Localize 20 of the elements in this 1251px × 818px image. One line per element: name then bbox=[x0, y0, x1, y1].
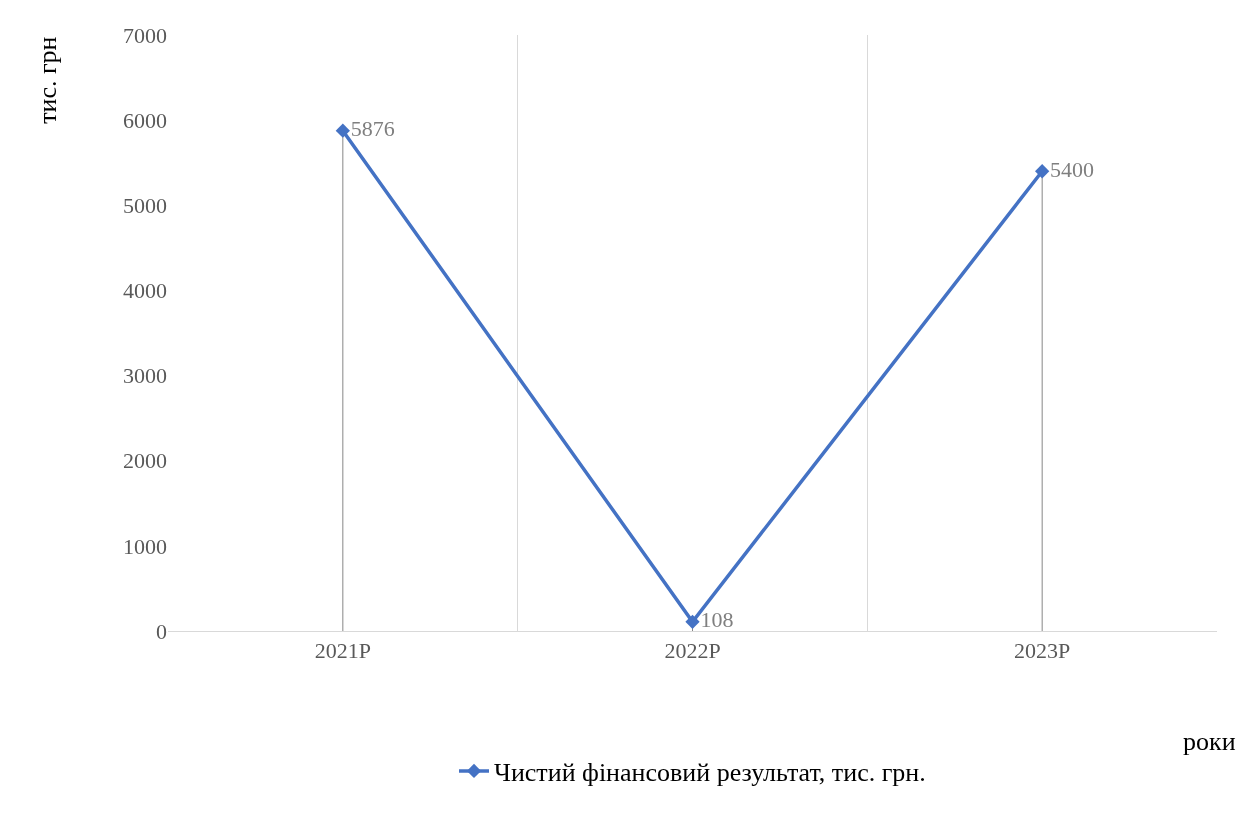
y-tick-label: 1000 bbox=[123, 533, 167, 559]
x-tick-label: 2022Р bbox=[664, 638, 721, 664]
y-axis-title: тис. грн bbox=[32, 36, 62, 124]
y-tick-label: 0 bbox=[156, 618, 167, 644]
point bbox=[685, 614, 700, 629]
x-tick-label: 2021Р bbox=[314, 638, 371, 664]
data-label: 108 bbox=[700, 607, 734, 633]
legend-label: Чистий фінансовий результат, тис. грн. bbox=[494, 758, 926, 788]
point bbox=[1035, 164, 1050, 179]
data-label: 5876 bbox=[350, 116, 395, 142]
y-tick-label: 2000 bbox=[123, 448, 167, 474]
x-tick-label: 2023Р bbox=[1014, 638, 1071, 664]
x-axis-title: роки bbox=[1183, 727, 1236, 756]
y-tick-label: 7000 bbox=[123, 22, 167, 48]
y-tick-label: 4000 bbox=[123, 278, 167, 304]
y-tick-label: 3000 bbox=[123, 363, 167, 389]
y-tick-label: 5000 bbox=[123, 192, 167, 218]
point bbox=[335, 123, 350, 138]
y-tick-label: 6000 bbox=[123, 107, 167, 133]
data-label: 5400 bbox=[1050, 156, 1095, 182]
